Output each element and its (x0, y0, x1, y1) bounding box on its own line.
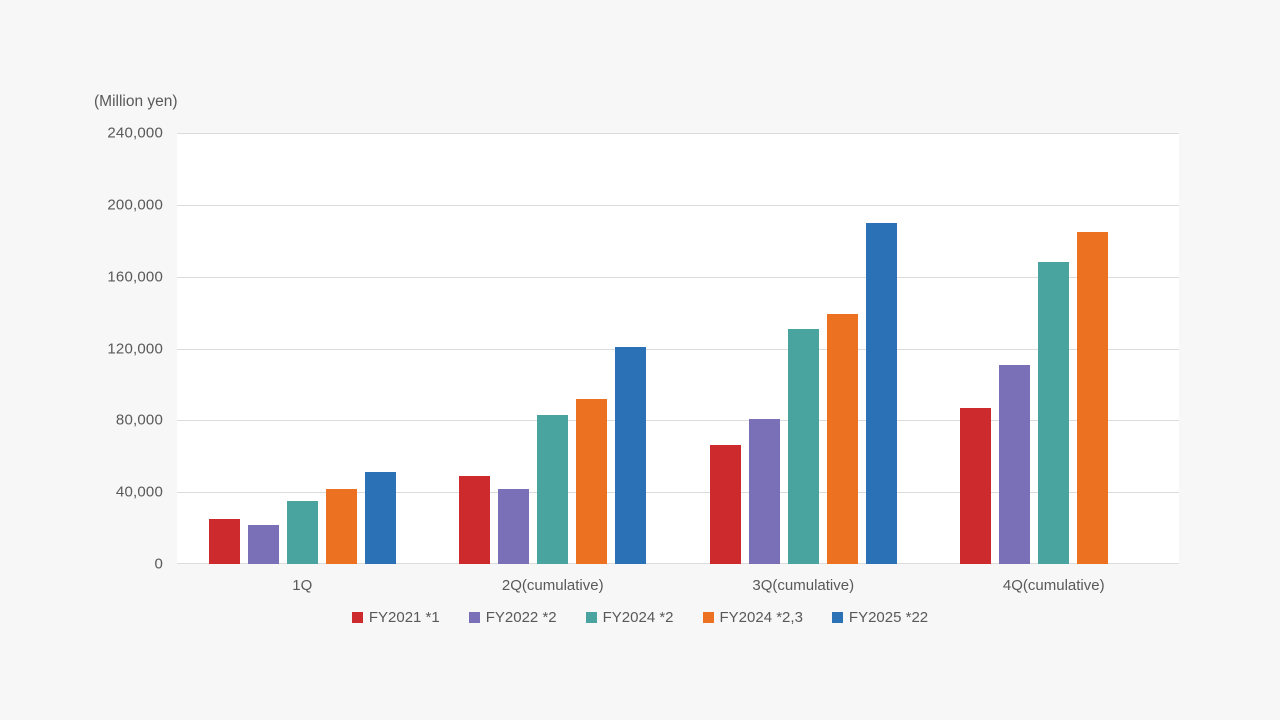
legend-item-fy2022-2: FY2022 *2 (468, 609, 557, 626)
legend-swatch-fy2022-2 (468, 612, 480, 623)
gridline-160000 (177, 276, 1179, 278)
legend-swatch-fy2025-22 (831, 612, 843, 623)
bar-fy2021-1-3q-cumulative (709, 445, 741, 564)
x-tick-label-4q-cumulative: 4Q(cumulative) (1002, 577, 1105, 594)
bar-fy2024-2-1q (286, 501, 318, 564)
y-tick-label-160000: 160,000 (107, 268, 163, 286)
bar-fy2025-22-2q-cumulative (615, 346, 647, 564)
legend-swatch-fy2024-2 (585, 612, 597, 623)
legend-item-fy2024-2-3: FY2024 *2,3 (702, 609, 803, 626)
gridline-0 (177, 563, 1179, 564)
legend-label-fy2025-22: FY2025 *22 (848, 609, 929, 626)
y-axis-unit-label: (Million yen) (94, 93, 178, 110)
bar-fy2021-1-2q-cumulative (459, 476, 491, 564)
gridline-240000 (177, 133, 1179, 134)
x-tick-label-1q: 1Q (292, 577, 313, 594)
bar-fy2024-2-3-3q-cumulative (826, 314, 858, 564)
bar-fy2022-2-3q-cumulative (748, 418, 780, 564)
bar-group-2q-cumulative (459, 346, 647, 564)
bar-fy2022-2-1q (247, 524, 279, 564)
legend-label-fy2024-2-3: FY2024 *2,3 (719, 609, 803, 626)
bar-fy2022-2-4q-cumulative (999, 364, 1031, 564)
bar-fy2024-2-4q-cumulative (1038, 262, 1070, 564)
y-tick-label-240000: 240,000 (107, 124, 163, 142)
bar-fy2024-2-3-2q-cumulative (576, 398, 608, 564)
legend-swatch-fy2021-1 (351, 612, 363, 623)
legend: FY2021 *1 FY2022 *2 FY2024 *2 FY2024 *2,3 FY… (0, 609, 1280, 626)
y-tick-label-40000: 40,000 (115, 483, 163, 501)
bar-fy2024-2-3-4q-cumulative (1077, 231, 1109, 564)
legend-item-fy2025-22: FY2025 *22 (831, 609, 929, 626)
gridline-80000 (177, 420, 1179, 422)
bar-group-3q-cumulative (709, 222, 897, 564)
plot-area (177, 133, 1179, 564)
y-tick-label-200000: 200,000 (107, 196, 163, 214)
x-tick-label-2q-cumulative: 2Q(cumulative) (501, 577, 604, 594)
bar-fy2024-2-3-1q (325, 489, 357, 564)
bar-fy2025-22-1q (364, 472, 396, 564)
y-tick-label-120000: 120,000 (107, 340, 163, 357)
legend-label-fy2022-2: FY2022 *2 (485, 609, 557, 626)
y-tick-label-80000: 80,000 (115, 411, 163, 429)
legend-item-fy2024-2: FY2024 *2 (585, 609, 674, 626)
legend-label-fy2024-2: FY2024 *2 (602, 609, 674, 626)
bar-fy2025-22-3q-cumulative (865, 222, 897, 564)
y-tick-label-0: 0 (154, 555, 163, 573)
bar-group-1q (208, 472, 396, 564)
bar-fy2022-2-2q-cumulative (498, 489, 530, 564)
gridline-200000 (177, 204, 1179, 206)
gridline-120000 (177, 348, 1179, 350)
bar-fy2024-2-2q-cumulative (537, 414, 569, 564)
bar-fy2021-1-4q-cumulative (960, 407, 992, 564)
bar-group-4q-cumulative (960, 231, 1147, 564)
gridline-40000 (177, 492, 1179, 494)
bar-fy2024-2-3q-cumulative (787, 328, 819, 564)
legend-label-fy2021-1: FY2021 *1 (368, 609, 440, 626)
bar-fy2021-1-1q (208, 519, 240, 564)
x-tick-label-3q-cumulative: 3Q(cumulative) (752, 577, 855, 594)
legend-swatch-fy2024-2-3 (702, 612, 714, 623)
legend-item-fy2021-1: FY2021 *1 (351, 609, 440, 626)
